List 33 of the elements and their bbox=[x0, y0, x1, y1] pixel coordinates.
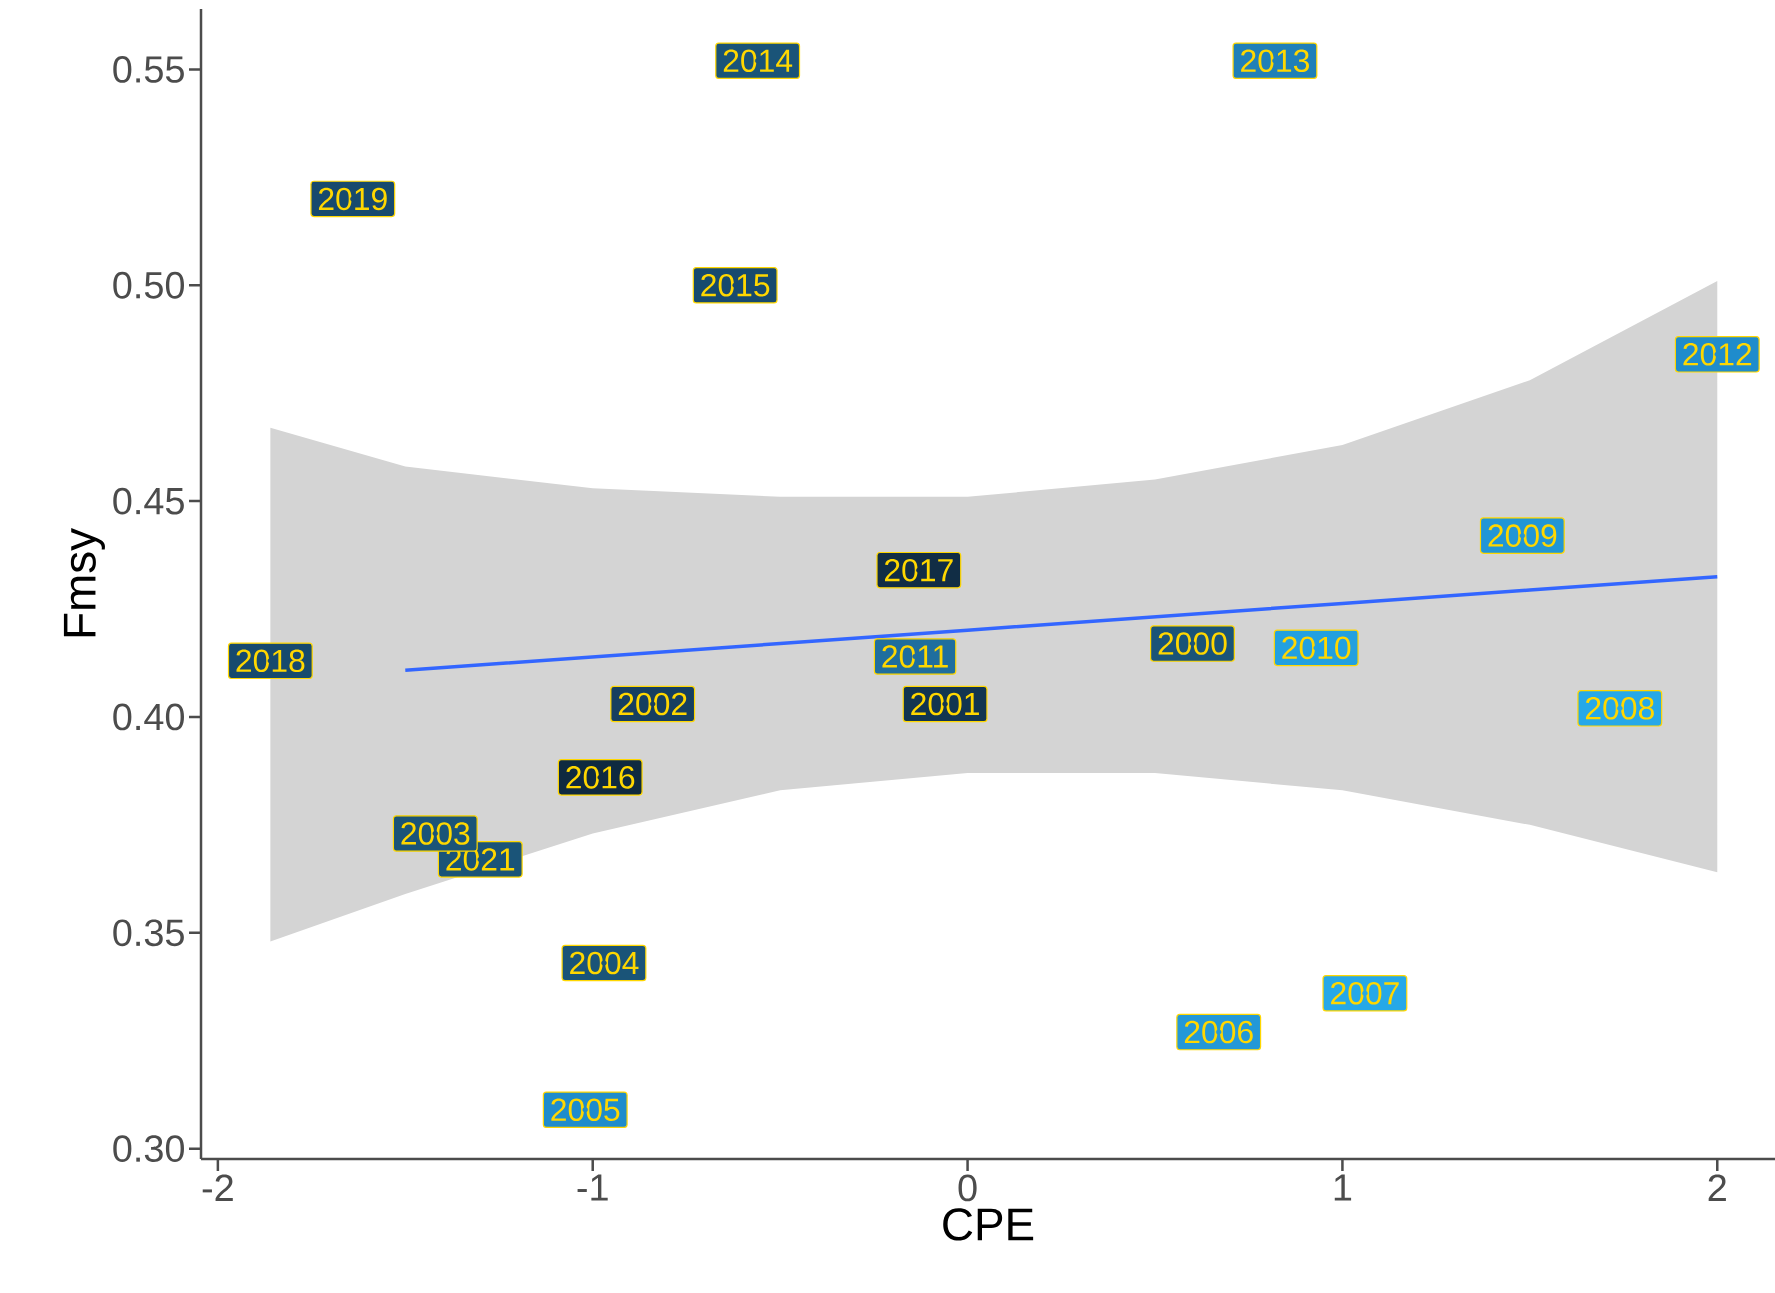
series-label: 2018 bbox=[236, 649, 305, 673]
series-label: 2017 bbox=[884, 558, 953, 582]
series-label: 2010 bbox=[1282, 636, 1351, 660]
x-tick-label: 1 bbox=[1334, 1174, 1352, 1201]
y-tick-label: 0.50 bbox=[113, 271, 184, 299]
series-label: 2016 bbox=[566, 766, 635, 789]
series-label: 2012 bbox=[1683, 343, 1752, 366]
series-label: 2019 bbox=[318, 187, 387, 211]
y-tick-label: 0.55 bbox=[113, 56, 184, 83]
series-label: 2004 bbox=[570, 951, 639, 975]
series-label: 2006 bbox=[1184, 1020, 1253, 1044]
series-label: 2009 bbox=[1488, 524, 1557, 547]
y-tick-label: 0.30 bbox=[113, 1135, 184, 1163]
series-label: 2008 bbox=[1585, 697, 1654, 720]
series-label: 2002 bbox=[618, 692, 687, 716]
x-tick-label: 0 bbox=[958, 1174, 977, 1202]
x-axis-title: CPE bbox=[943, 1208, 1034, 1241]
series-label: 2000 bbox=[1158, 632, 1227, 655]
x-tick-label: 2 bbox=[1708, 1174, 1726, 1201]
series-label: 2001 bbox=[911, 692, 979, 716]
y-tick-label: 0.35 bbox=[113, 919, 184, 947]
series-label: 2015 bbox=[701, 273, 770, 297]
y-tick-label: 0.40 bbox=[113, 703, 184, 731]
series-label: 2013 bbox=[1241, 49, 1309, 73]
x-tick-label: -1 bbox=[577, 1174, 608, 1201]
series-label: 2003 bbox=[401, 822, 470, 845]
x-tick-label: -2 bbox=[202, 1174, 233, 1201]
series-label: 2011 bbox=[882, 645, 948, 668]
series-label: 2005 bbox=[551, 1098, 620, 1122]
series-label: 2007 bbox=[1331, 981, 1399, 1005]
series-label: 2014 bbox=[723, 49, 793, 73]
y-tick-label: 0.45 bbox=[113, 487, 184, 515]
y-axis-title: Fmsy bbox=[63, 528, 105, 637]
